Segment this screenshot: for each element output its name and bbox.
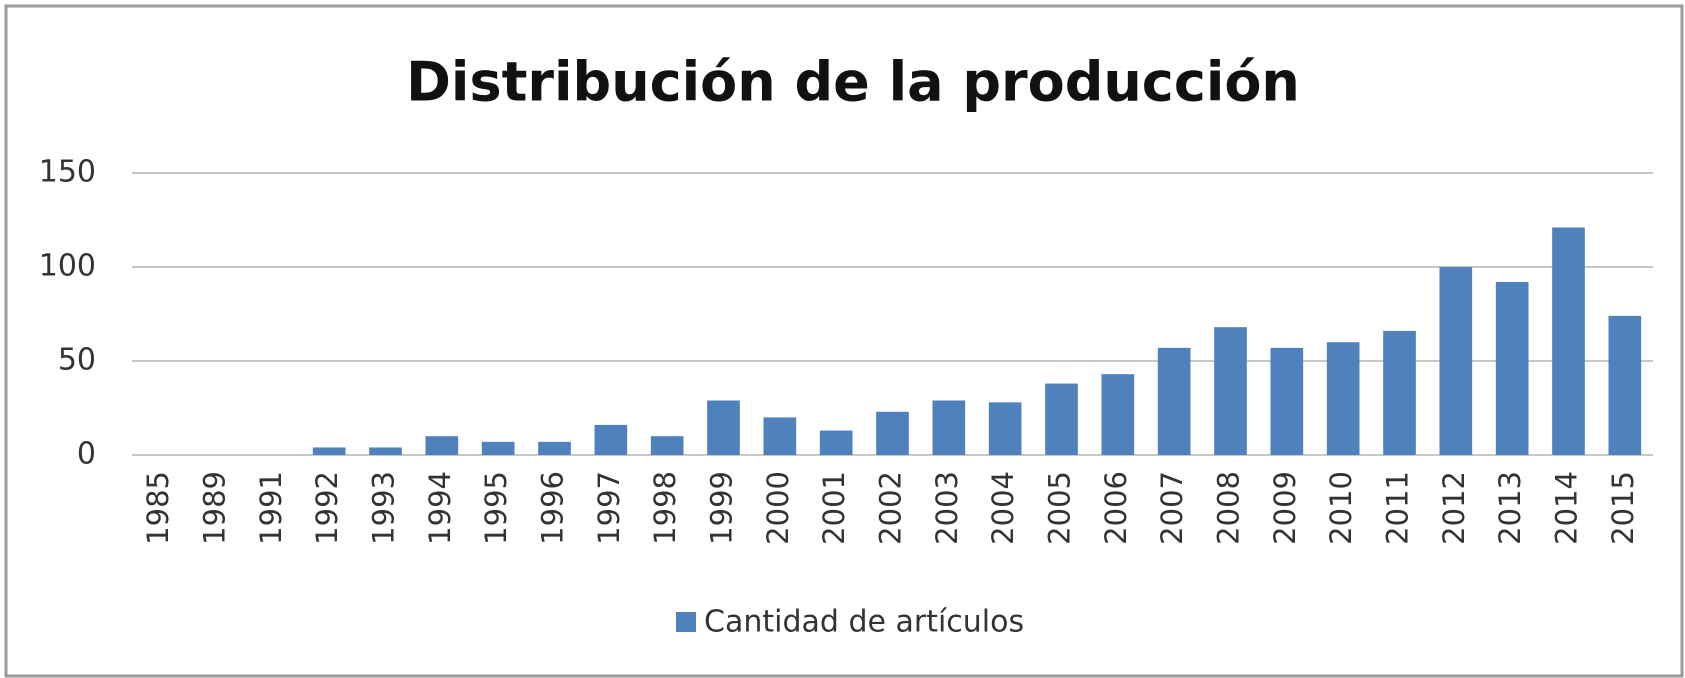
x-tick-label: 2009	[1268, 471, 1302, 545]
y-tick-label: 150	[39, 155, 96, 190]
bar	[1552, 227, 1585, 455]
bar	[538, 441, 571, 455]
chart-title: Distribución de la producción	[406, 51, 1300, 114]
y-tick-label: 100	[39, 249, 96, 284]
legend-label: Cantidad de artículos	[704, 605, 1024, 640]
x-tick-label: 1999	[705, 471, 739, 545]
x-tick-label: 2013	[1493, 471, 1527, 545]
bar	[1270, 347, 1304, 455]
bar	[1157, 347, 1191, 455]
x-tick-label: 2011	[1381, 471, 1415, 545]
bar	[707, 400, 740, 455]
x-tick-label: 2006	[1099, 471, 1133, 545]
x-tick-label: 1997	[592, 471, 626, 545]
x-tick-label: 1991	[254, 471, 288, 545]
bar	[594, 424, 628, 455]
x-tick-label: 2010	[1324, 471, 1358, 545]
bar	[1495, 282, 1529, 455]
y-tick-label: 50	[58, 343, 96, 378]
x-tick-label: 2015	[1606, 471, 1640, 545]
bar	[369, 447, 402, 455]
x-tick-label: 2004	[986, 471, 1020, 545]
x-tick-label: 2012	[1437, 471, 1471, 545]
bar	[1045, 383, 1078, 455]
x-tick-label: 2000	[761, 471, 795, 545]
x-tick-label: 1995	[479, 471, 513, 545]
bar	[1326, 342, 1360, 455]
bar	[1214, 327, 1247, 455]
bar	[425, 436, 459, 455]
bar	[312, 447, 346, 455]
bar	[1608, 315, 1642, 455]
x-tick-label: 1993	[367, 471, 401, 545]
x-tick-label: 2001	[817, 471, 851, 545]
x-tick-label: 2007	[1155, 471, 1189, 545]
x-tick-label: 1994	[423, 471, 457, 545]
bar	[763, 417, 797, 455]
x-tick-label: 1996	[536, 471, 570, 545]
x-tick-label: 1989	[198, 471, 232, 545]
x-tick-label: 1985	[141, 471, 175, 545]
bar	[932, 400, 966, 455]
bar	[1101, 374, 1135, 455]
bar	[650, 436, 684, 455]
x-tick-label: 2014	[1550, 471, 1584, 545]
x-tick-label: 2003	[930, 471, 964, 545]
y-tick-label: 0	[77, 437, 96, 472]
bar	[481, 441, 515, 455]
x-tick-label: 2008	[1212, 471, 1246, 545]
x-tick-label: 1992	[310, 471, 344, 545]
bar	[876, 411, 909, 455]
x-tick-label: 2005	[1043, 471, 1077, 545]
bar	[1383, 330, 1416, 455]
legend-swatch	[676, 612, 696, 632]
x-tick-label: 1998	[648, 471, 682, 545]
bar	[988, 402, 1022, 455]
x-tick-label: 2002	[874, 471, 908, 545]
bar	[1439, 267, 1473, 455]
bar	[819, 430, 853, 455]
